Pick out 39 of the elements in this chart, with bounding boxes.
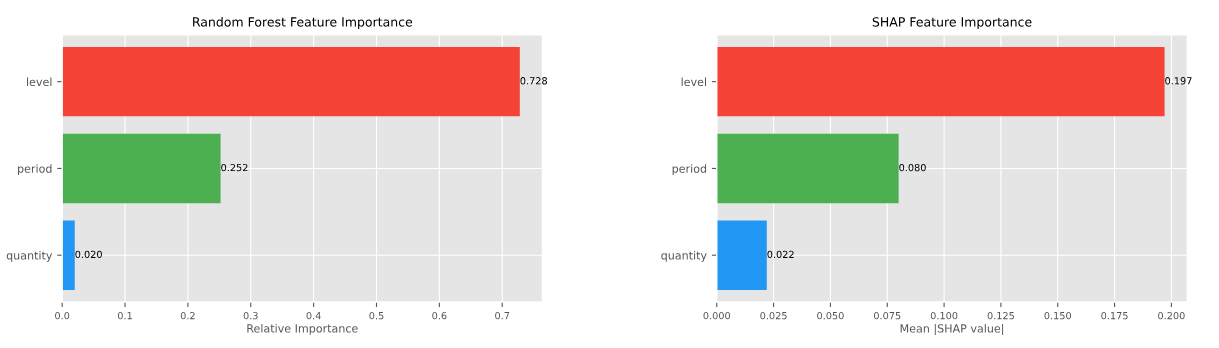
y-tick-label: quantity bbox=[6, 250, 53, 262]
x-tick-label: 0.200 bbox=[1158, 311, 1185, 320]
data-label: 0.022 bbox=[767, 250, 794, 259]
bar bbox=[716, 220, 767, 290]
data-label: 0.252 bbox=[221, 163, 248, 172]
x-tick-label: 0.4 bbox=[306, 311, 321, 320]
data-label: 0.020 bbox=[75, 250, 102, 259]
data-label: 0.080 bbox=[899, 163, 926, 172]
x-axis-title: Mean |SHAP value| bbox=[900, 323, 1004, 336]
x-tick-label: 0.000 bbox=[703, 311, 731, 320]
x-tick-label: 0.6 bbox=[432, 311, 447, 320]
y-tick-label: level bbox=[27, 77, 52, 87]
x-tick-label: 0.075 bbox=[873, 311, 901, 320]
x-tick-label: 0.025 bbox=[760, 311, 787, 320]
data-label: 0.197 bbox=[1165, 77, 1192, 85]
x-tick-label: 0.7 bbox=[495, 311, 510, 320]
x-tick-label: 0.100 bbox=[930, 311, 958, 320]
y-tick-label: period bbox=[18, 164, 52, 175]
x-axis-title: Relative Importance bbox=[247, 323, 358, 335]
x-tick-label: 0.150 bbox=[1044, 311, 1072, 320]
x-tick-label: 0.0 bbox=[55, 311, 70, 320]
bar bbox=[716, 133, 899, 204]
bar bbox=[62, 220, 75, 290]
chart-title: Random Forest Feature Importance bbox=[193, 16, 413, 30]
x-tick-label: 0.050 bbox=[817, 311, 844, 320]
x-tick-label: 0.2 bbox=[180, 311, 195, 320]
data-label: 0.728 bbox=[520, 77, 547, 85]
y-tick-label: level bbox=[681, 77, 707, 87]
chart-title: SHAP Feature Importance bbox=[872, 17, 1032, 30]
bar bbox=[62, 133, 221, 204]
y-tick-label: quantity bbox=[661, 250, 707, 262]
x-tick-label: 0.175 bbox=[1101, 311, 1128, 320]
x-tick-label: 0.125 bbox=[987, 311, 1014, 320]
bar bbox=[62, 46, 520, 117]
y-tick-label: period bbox=[672, 164, 707, 175]
x-tick-label: 0.5 bbox=[369, 311, 384, 320]
bar bbox=[716, 46, 1165, 117]
x-tick-label: 0.3 bbox=[243, 311, 258, 320]
x-tick-label: 0.1 bbox=[117, 311, 132, 320]
